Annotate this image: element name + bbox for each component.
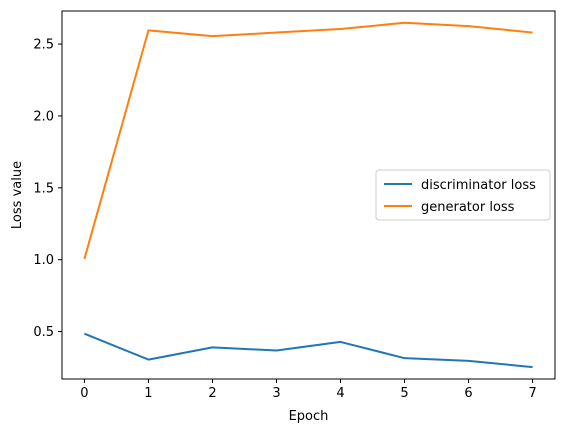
x-tick-label: 5 bbox=[400, 386, 408, 401]
legend-label-generator: generator loss bbox=[421, 200, 515, 215]
y-tick-label: 2.0 bbox=[33, 109, 54, 124]
series-line-discriminator bbox=[84, 332, 533, 369]
plot-frame bbox=[61, 10, 556, 380]
x-tick-label: 7 bbox=[528, 386, 536, 401]
y-axis-ticks: 0.5 1.0 1.5 2.0 2.5 bbox=[33, 38, 62, 340]
legend: discriminator loss generator loss bbox=[375, 169, 551, 221]
legend-box bbox=[375, 169, 551, 221]
y-tick-label: 0.5 bbox=[33, 325, 54, 340]
x-tick-label: 2 bbox=[208, 386, 216, 401]
legend-label-discriminator: discriminator loss bbox=[421, 178, 536, 193]
y-tick-label: 1.5 bbox=[33, 181, 54, 196]
x-tick-label: 1 bbox=[144, 386, 152, 401]
series-line-generator bbox=[83, 21, 533, 260]
x-tick-label: 0 bbox=[80, 386, 88, 401]
y-tick-label: 1.0 bbox=[33, 253, 54, 268]
x-tick-label: 6 bbox=[464, 386, 472, 401]
x-tick-label: 4 bbox=[336, 386, 344, 401]
x-axis-ticks: 0 1 2 3 4 5 6 7 bbox=[80, 379, 537, 401]
y-axis-label: Loss value bbox=[10, 161, 25, 229]
y-tick-label: 2.5 bbox=[33, 38, 54, 53]
series-layer bbox=[83, 21, 533, 369]
x-axis-label: Epoch bbox=[289, 409, 329, 424]
x-tick-label: 3 bbox=[272, 386, 280, 401]
